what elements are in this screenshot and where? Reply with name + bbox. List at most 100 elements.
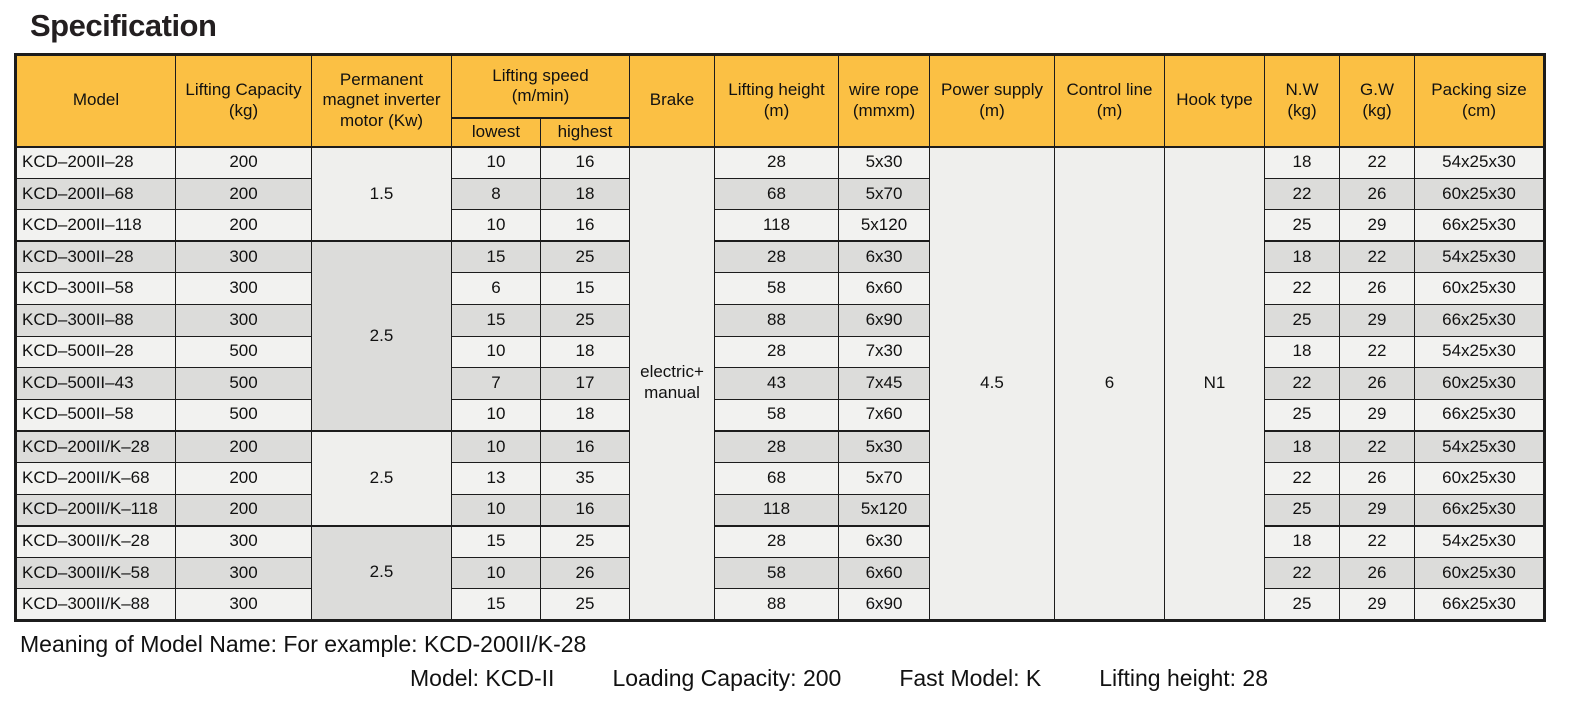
cell-speed-lowest: 10 [451, 209, 541, 242]
cell-speed-highest: 25 [540, 303, 630, 337]
cell-packing-size: 66x25x30 [1414, 493, 1545, 527]
cell-model: KCD–200II/K–28 [15, 429, 176, 463]
header-motor: Permanent magnet inverter motor (Kw) [311, 54, 452, 148]
cell-capacity: 200 [175, 493, 312, 527]
cell-speed-lowest: 15 [451, 240, 541, 274]
cell-speed-highest: 16 [540, 493, 630, 527]
cell-capacity: 200 [175, 461, 312, 495]
cell-capacity: 500 [175, 367, 312, 400]
cell-model: KCD–500II–58 [15, 398, 176, 432]
cell-wire-rope: 5x70 [838, 461, 930, 495]
cell-model: KCD–200II/K–68 [15, 461, 176, 495]
cell-wire-rope: 7x60 [838, 398, 930, 432]
table-row: KCD–200II–68 200 8 18 68 5x70 22 26 60x25x30 [15, 177, 1545, 211]
cell-lifting-height: 28 [714, 429, 839, 463]
footer-item-lifting-height: Lifting height: 28 [1099, 664, 1269, 691]
cell-speed-highest: 18 [540, 398, 630, 432]
cell-packing-size: 60x25x30 [1414, 177, 1545, 211]
header-gw: G.W (kg) [1339, 54, 1415, 148]
cell-packing-size: 66x25x30 [1414, 209, 1545, 242]
cell-model: KCD–200II–68 [15, 177, 176, 211]
cell-capacity: 300 [175, 556, 312, 590]
header-speed-highest: highest [540, 117, 630, 148]
cell-wire-rope: 5x120 [838, 493, 930, 527]
cell-gw: 26 [1339, 367, 1415, 400]
footer-line2: Model: KCD-II Loading Capacity: 200 Fast… [410, 665, 1571, 692]
cell-packing-size: 66x25x30 [1414, 303, 1545, 337]
footer-line1: Meaning of Model Name: For example: KCD-… [20, 630, 587, 657]
cell-lifting-height: 88 [714, 303, 839, 337]
cell-gw: 26 [1339, 272, 1415, 305]
header-lifting-height: Lifting height (m) [714, 54, 839, 148]
cell-wire-rope: 6x60 [838, 272, 930, 305]
cell-packing-size: 60x25x30 [1414, 367, 1545, 400]
header-nw: N.W (kg) [1264, 54, 1340, 148]
cell-speed-lowest: 10 [451, 429, 541, 463]
cell-gw: 29 [1339, 588, 1415, 621]
cell-model: KCD–500II–43 [15, 367, 176, 400]
header-model: Model [15, 54, 176, 148]
header-brake: Brake [629, 54, 715, 148]
cell-lifting-height: 88 [714, 588, 839, 621]
table-row: KCD–200II/K–118 200 10 16 118 5x120 25 29 66x25x… [15, 493, 1545, 527]
cell-model: KCD–200II–28 [15, 146, 176, 179]
cell-speed-highest: 25 [540, 524, 630, 558]
cell-packing-size: 54x25x30 [1414, 524, 1545, 558]
cell-gw: 22 [1339, 524, 1415, 558]
cell-model: KCD–300II/K–28 [15, 524, 176, 558]
cell-model: KCD–200II–118 [15, 209, 176, 242]
table-row: KCD–300II/K–28 300 2.5 15 25 28 6x30 18 22 54x25x… [15, 524, 1545, 621]
cell-wire-rope: 5x30 [838, 146, 930, 179]
cell-lifting-height: 58 [714, 556, 839, 590]
cell-gw: 29 [1339, 209, 1415, 242]
cell-motor: 1.5 [311, 146, 452, 242]
cell-lifting-height: 58 [714, 272, 839, 305]
table-body: KCD–200II–28 200 1.5 10 16 electric+ manual 28… [15, 146, 1545, 621]
cell-lifting-height: 118 [714, 493, 839, 527]
header-control-line: Control line (m) [1054, 54, 1165, 148]
cell-lifting-height: 68 [714, 461, 839, 495]
cell-wire-rope: 7x30 [838, 335, 930, 369]
cell-wire-rope: 6x30 [838, 524, 930, 558]
cell-gw: 29 [1339, 303, 1415, 337]
cell-nw: 18 [1264, 335, 1340, 369]
table-row: KCD–300II–28 300 2.5 15 25 28 6x30 18 22 54x25x30 [15, 240, 1545, 432]
cell-capacity: 200 [175, 429, 312, 463]
cell-capacity: 200 [175, 209, 312, 242]
cell-speed-lowest: 10 [451, 556, 541, 590]
cell-model: KCD–500II–28 [15, 335, 176, 369]
cell-motor: 2.5 [311, 429, 452, 527]
cell-model: KCD–200II/K–118 [15, 493, 176, 527]
cell-capacity: 300 [175, 524, 312, 558]
cell-lifting-height: 28 [714, 146, 839, 179]
cell-packing-size: 60x25x30 [1414, 556, 1545, 590]
cell-model: KCD–300II–88 [15, 303, 176, 337]
cell-capacity: 300 [175, 272, 312, 305]
cell-speed-highest: 26 [540, 556, 630, 590]
cell-speed-highest: 16 [540, 209, 630, 242]
table-row: KCD–200II–118 200 10 16 118 5x120 25 29 66x25x30 [15, 209, 1545, 242]
cell-nw: 22 [1264, 461, 1340, 495]
table-row: KCD–300II–88 300 15 25 88 6x90 25 29 66x25x30 [15, 303, 1545, 337]
cell-nw: 25 [1264, 398, 1340, 432]
header-packing-size: Packing size (cm) [1414, 54, 1545, 148]
cell-wire-rope: 6x90 [838, 588, 930, 621]
cell-speed-lowest: 6 [451, 272, 541, 305]
cell-speed-lowest: 8 [451, 177, 541, 211]
cell-speed-highest: 15 [540, 272, 630, 305]
cell-capacity: 200 [175, 177, 312, 211]
cell-speed-highest: 16 [540, 429, 630, 463]
cell-lifting-height: 28 [714, 240, 839, 274]
table-row: KCD–500II–43 500 7 17 43 7x45 22 26 60x25x30 [15, 367, 1545, 400]
cell-nw: 25 [1264, 209, 1340, 242]
cell-nw: 25 [1264, 303, 1340, 337]
specification-table: Model Lifting Capacity (kg) Permanent ma… [14, 53, 1546, 622]
cell-wire-rope: 5x120 [838, 209, 930, 242]
cell-nw: 18 [1264, 524, 1340, 558]
cell-capacity: 300 [175, 303, 312, 337]
cell-wire-rope: 5x70 [838, 177, 930, 211]
table-row: KCD–200II/K–68 200 13 35 68 5x70 22 26 60x25x30 [15, 461, 1545, 495]
cell-packing-size: 66x25x30 [1414, 398, 1545, 432]
cell-speed-highest: 35 [540, 461, 630, 495]
cell-nw: 22 [1264, 367, 1340, 400]
